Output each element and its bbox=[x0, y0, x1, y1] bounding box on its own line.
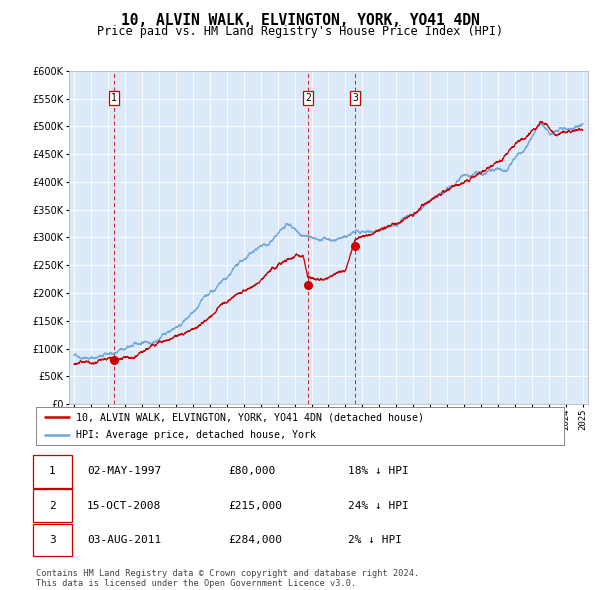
Text: 2: 2 bbox=[49, 501, 56, 510]
Text: 02-MAY-1997: 02-MAY-1997 bbox=[87, 467, 161, 476]
Text: HPI: Average price, detached house, York: HPI: Average price, detached house, York bbox=[76, 430, 316, 440]
Text: 10, ALVIN WALK, ELVINGTON, YORK, YO41 4DN (detached house): 10, ALVIN WALK, ELVINGTON, YORK, YO41 4D… bbox=[76, 412, 424, 422]
Text: 18% ↓ HPI: 18% ↓ HPI bbox=[348, 467, 409, 476]
Text: Contains HM Land Registry data © Crown copyright and database right 2024.
This d: Contains HM Land Registry data © Crown c… bbox=[36, 569, 419, 588]
Text: 1: 1 bbox=[49, 467, 56, 476]
Text: 03-AUG-2011: 03-AUG-2011 bbox=[87, 535, 161, 545]
Text: 15-OCT-2008: 15-OCT-2008 bbox=[87, 501, 161, 510]
Text: Price paid vs. HM Land Registry's House Price Index (HPI): Price paid vs. HM Land Registry's House … bbox=[97, 25, 503, 38]
Text: 3: 3 bbox=[49, 535, 56, 545]
Text: 24% ↓ HPI: 24% ↓ HPI bbox=[348, 501, 409, 510]
Text: £80,000: £80,000 bbox=[228, 467, 275, 476]
Text: 10, ALVIN WALK, ELVINGTON, YORK, YO41 4DN: 10, ALVIN WALK, ELVINGTON, YORK, YO41 4D… bbox=[121, 13, 479, 28]
Text: 3: 3 bbox=[352, 93, 358, 103]
Text: 2: 2 bbox=[305, 93, 311, 103]
Text: 1: 1 bbox=[110, 93, 116, 103]
Text: 2% ↓ HPI: 2% ↓ HPI bbox=[348, 535, 402, 545]
Text: £215,000: £215,000 bbox=[228, 501, 282, 510]
Text: £284,000: £284,000 bbox=[228, 535, 282, 545]
